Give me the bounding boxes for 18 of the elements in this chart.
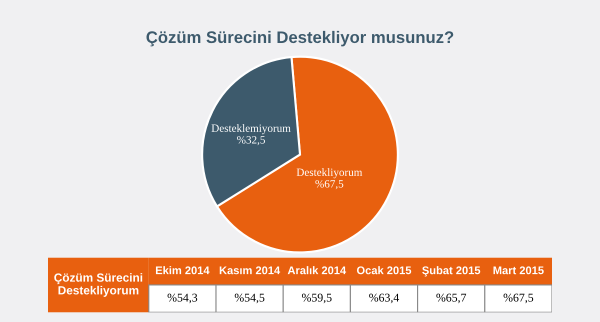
data-label: %59,5 bbox=[302, 294, 332, 304]
data-label: %67,5 bbox=[504, 294, 534, 304]
slice-label: Desteklemiyorum bbox=[212, 124, 291, 134]
slice-label: Destekliyorum bbox=[296, 168, 362, 178]
category-label: Mart 2015 bbox=[494, 266, 544, 274]
category-label: Ocak 2015 bbox=[356, 266, 412, 274]
category-label: Ekim 2014 bbox=[156, 266, 210, 274]
text: Çözüm Sürecini Destekliyorum bbox=[54, 273, 142, 297]
category-label: Kasım 2014 bbox=[220, 266, 280, 274]
chart-title: Çözüm Sürecini Destekliyor musunuz? bbox=[146, 30, 454, 46]
data-label: %63,4 bbox=[369, 294, 400, 304]
data-label: %54,5 bbox=[234, 294, 264, 304]
data-label: %65,7 bbox=[436, 294, 466, 304]
category-label: Aralık 2014 bbox=[288, 266, 346, 274]
data-label: %67,5 bbox=[315, 180, 344, 190]
category-label: Şubat 2015 bbox=[422, 266, 480, 276]
data-label: %32,5 bbox=[237, 136, 265, 146]
data-label: %54,3 bbox=[168, 294, 198, 304]
